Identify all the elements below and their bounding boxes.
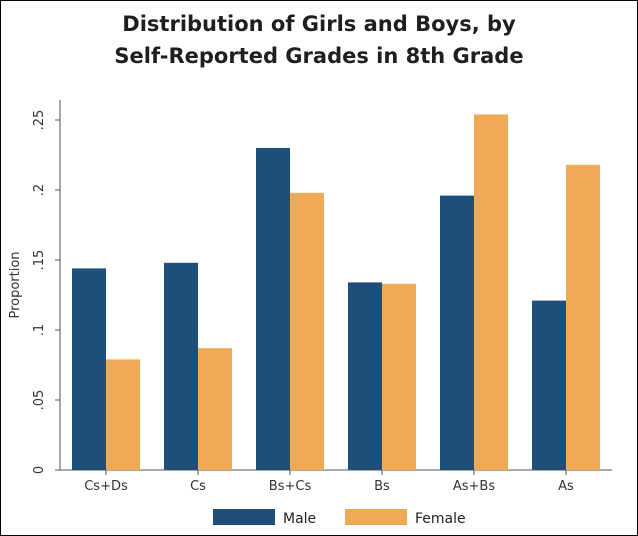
- y-tick-label: .15: [32, 250, 47, 271]
- bar-female-1: [198, 348, 232, 470]
- y-tick-label: .2: [32, 184, 47, 196]
- axes: [59, 100, 612, 471]
- bar-female-0: [106, 359, 140, 470]
- y-tick-label: .1: [32, 324, 47, 336]
- x-tick-label: Bs+Cs: [269, 479, 312, 494]
- legend-label-male: Male: [283, 511, 316, 527]
- y-tick-label: .05: [32, 390, 47, 411]
- chart-title-line-1: Distribution of Girls and Boys, by: [122, 12, 516, 36]
- y-ticks: 0 .05 .1 .15 .2 .25: [32, 110, 60, 474]
- bar-male-2: [256, 148, 290, 470]
- bars: [72, 114, 600, 471]
- y-tick-label: .25: [32, 110, 47, 131]
- bar-female-3: [382, 283, 416, 470]
- bar-male-5: [532, 300, 566, 470]
- bar-male-3: [348, 282, 382, 470]
- x-tick-label: As+Bs: [453, 479, 495, 494]
- x-tick-label: Bs: [374, 479, 390, 494]
- y-axis-label: Proportion: [8, 251, 23, 318]
- bar-female-5: [566, 164, 600, 471]
- x-tick-label: As: [558, 479, 574, 494]
- x-tick-label: Cs: [190, 479, 206, 494]
- bar-female-2: [290, 192, 324, 471]
- x-tick-label: Cs+Ds: [84, 479, 128, 494]
- legend: Male Female: [213, 509, 466, 527]
- legend-swatch-male: [213, 509, 275, 525]
- bar-female-4: [474, 114, 508, 471]
- chart-title-line-2: Self-Reported Grades in 8th Grade: [114, 44, 524, 68]
- bar-male-0: [72, 268, 106, 470]
- y-tick-label: 0: [32, 466, 47, 474]
- legend-label-female: Female: [415, 511, 466, 527]
- legend-swatch-female: [345, 509, 407, 525]
- x-ticks: Cs+Ds Cs Bs+Cs Bs As+Bs As: [84, 470, 574, 494]
- bar-male-1: [164, 262, 198, 470]
- bar-male-4: [440, 195, 474, 470]
